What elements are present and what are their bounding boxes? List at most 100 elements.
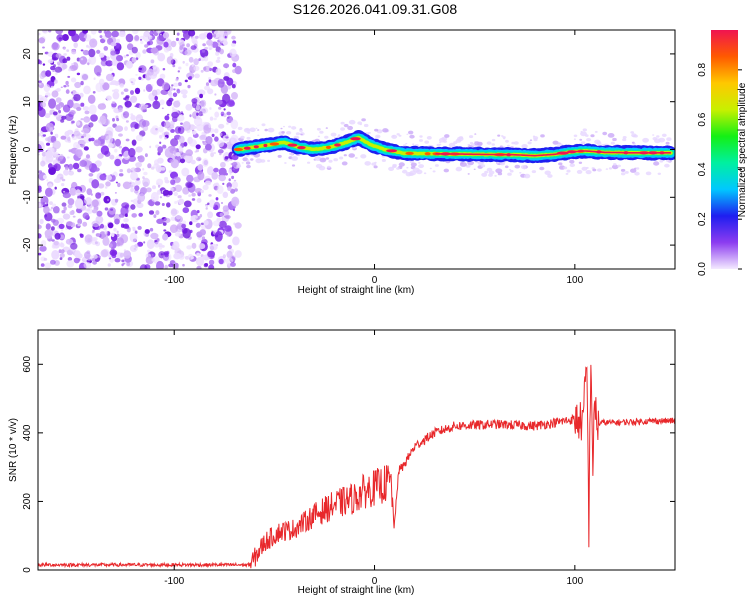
noise-speckle bbox=[167, 91, 173, 96]
noise-speckle bbox=[69, 211, 74, 215]
noise-speckle bbox=[231, 130, 236, 135]
noise-speckle bbox=[202, 43, 206, 47]
noise-speckle bbox=[175, 152, 181, 157]
noise-speckle bbox=[73, 94, 81, 102]
noise-speckle bbox=[42, 46, 45, 49]
noise-speckle bbox=[83, 146, 89, 151]
noise-speckle bbox=[173, 252, 182, 260]
track-halo-speckle bbox=[418, 164, 424, 169]
noise-speckle bbox=[108, 243, 113, 248]
noise-speckle bbox=[123, 55, 127, 58]
noise-speckle bbox=[83, 116, 91, 123]
track-halo-speckle bbox=[343, 123, 349, 128]
noise-speckle bbox=[206, 39, 214, 46]
noise-speckle bbox=[38, 202, 41, 208]
track-halo-speckle bbox=[410, 162, 417, 167]
snr-y-tick-label: 600 bbox=[22, 356, 33, 373]
noise-speckle bbox=[218, 106, 222, 110]
track-halo-speckle bbox=[458, 136, 464, 140]
noise-speckle bbox=[151, 84, 154, 87]
track-halo-speckle bbox=[491, 143, 496, 146]
track-halo-speckle bbox=[257, 134, 260, 136]
noise-speckle bbox=[222, 182, 225, 185]
noise-speckle bbox=[230, 42, 236, 47]
noise-speckle bbox=[71, 120, 75, 124]
noise-speckle bbox=[64, 189, 67, 192]
noise-speckle bbox=[187, 136, 193, 144]
noise-speckle bbox=[102, 82, 110, 91]
noise-speckle bbox=[233, 179, 237, 182]
noise-speckle bbox=[154, 201, 161, 206]
noise-speckle bbox=[45, 150, 53, 159]
noise-speckle bbox=[61, 115, 67, 120]
noise-speckle bbox=[96, 210, 103, 217]
noise-speckle bbox=[218, 81, 221, 84]
track-halo-speckle bbox=[325, 157, 330, 160]
noise-speckle bbox=[49, 112, 53, 115]
track-halo-speckle bbox=[317, 135, 321, 138]
noise-speckle bbox=[222, 205, 230, 212]
noise-speckle bbox=[82, 133, 87, 138]
noise-speckle bbox=[193, 126, 197, 129]
noise-speckle bbox=[74, 149, 83, 157]
track-halo-speckle bbox=[596, 141, 602, 145]
noise-speckle bbox=[161, 82, 170, 91]
track-halo-speckle bbox=[373, 165, 378, 169]
noise-speckle bbox=[151, 258, 156, 262]
noise-speckle bbox=[155, 210, 160, 216]
spectrogram-y-axis-label: Frequency (Hz) bbox=[8, 116, 19, 185]
noise-speckle bbox=[40, 101, 47, 108]
noise-speckle bbox=[88, 48, 96, 58]
noise-speckle bbox=[88, 122, 94, 128]
track-halo-speckle bbox=[474, 133, 477, 135]
noise-speckle bbox=[143, 89, 146, 92]
noise-speckle bbox=[219, 132, 223, 137]
spectrogram-x-tick-label: 100 bbox=[566, 275, 583, 286]
noise-speckle bbox=[109, 67, 113, 72]
noise-speckle bbox=[180, 89, 188, 95]
noise-speckle bbox=[168, 190, 173, 196]
noise-speckle bbox=[66, 56, 71, 61]
noise-speckle bbox=[87, 207, 93, 214]
track-halo-speckle bbox=[540, 134, 545, 138]
noise-speckle bbox=[150, 47, 159, 54]
track-halo-speckle bbox=[340, 121, 345, 125]
noise-speckle bbox=[111, 232, 115, 237]
noise-speckle bbox=[97, 183, 105, 189]
track-halo-speckle bbox=[363, 123, 369, 128]
noise-speckle bbox=[98, 30, 102, 34]
noise-speckle bbox=[210, 79, 219, 87]
noise-speckle bbox=[157, 146, 163, 154]
noise-speckle bbox=[115, 181, 118, 184]
noise-speckle bbox=[157, 52, 166, 62]
noise-speckle bbox=[187, 84, 191, 89]
track-halo-speckle bbox=[333, 158, 339, 162]
noise-speckle bbox=[168, 170, 172, 174]
noise-speckle bbox=[98, 52, 105, 58]
noise-speckle bbox=[42, 174, 47, 180]
track-halo-speckle bbox=[424, 140, 430, 144]
noise-speckle bbox=[178, 198, 185, 205]
noise-speckle bbox=[221, 202, 223, 204]
noise-speckle bbox=[93, 139, 101, 147]
noise-speckle bbox=[163, 217, 171, 224]
noise-speckle bbox=[135, 178, 141, 186]
track-halo-speckle bbox=[652, 137, 658, 141]
noise-speckle bbox=[151, 89, 158, 97]
noise-speckle bbox=[164, 136, 167, 140]
track-halo-speckle bbox=[495, 168, 503, 174]
noise-speckle bbox=[123, 250, 132, 259]
noise-speckle bbox=[198, 111, 203, 117]
noise-speckle bbox=[128, 184, 134, 188]
track-halo-speckle bbox=[448, 142, 456, 148]
noise-speckle bbox=[176, 215, 181, 220]
track-halo-speckle bbox=[237, 126, 243, 131]
noise-speckle bbox=[226, 85, 232, 90]
noise-speckle bbox=[174, 232, 181, 237]
noise-speckle bbox=[137, 193, 146, 202]
noise-speckle bbox=[105, 73, 114, 82]
noise-speckle bbox=[195, 222, 201, 228]
track-halo-speckle bbox=[408, 130, 414, 135]
noise-speckle bbox=[154, 95, 158, 101]
